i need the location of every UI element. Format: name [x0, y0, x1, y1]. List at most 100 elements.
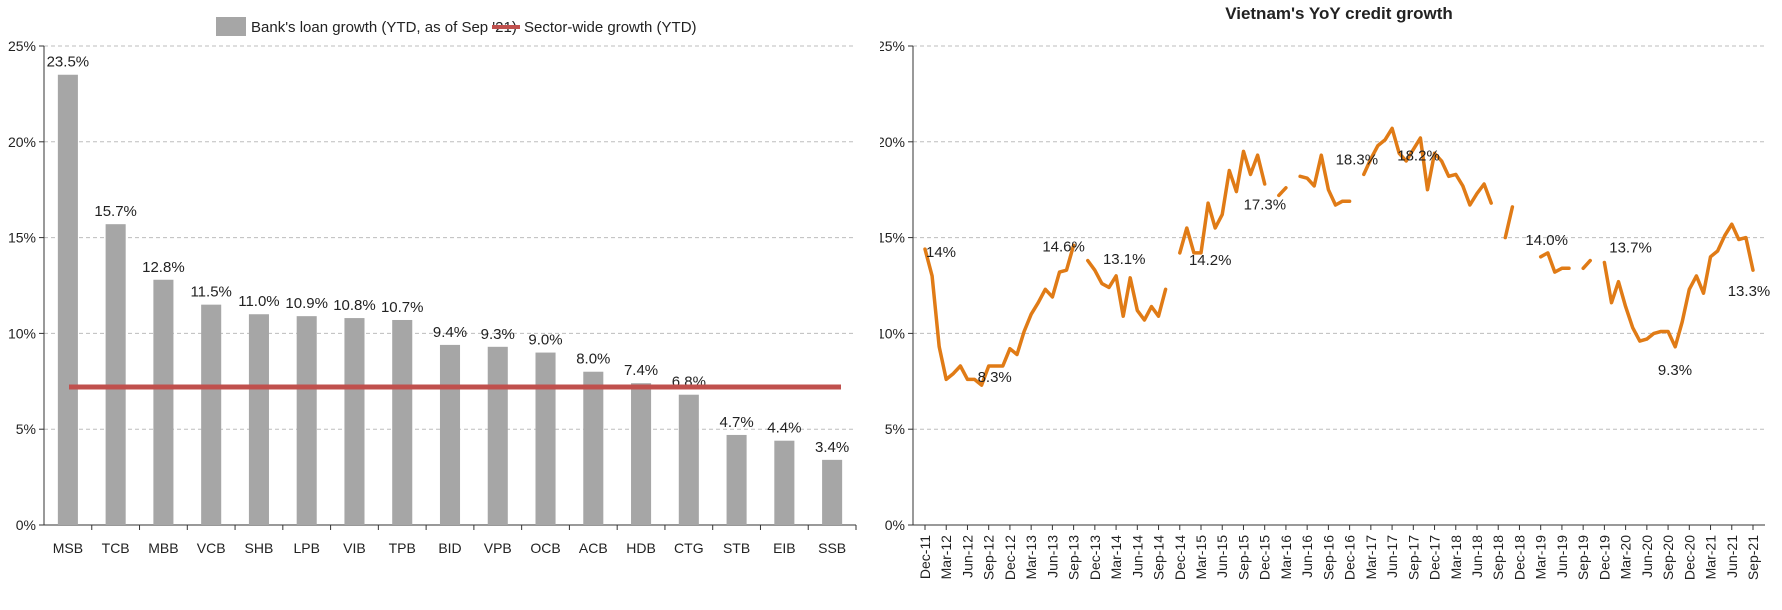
bar-data-label: 3.4%: [815, 439, 849, 456]
x-tick-label: Mar-15: [1193, 535, 1209, 580]
bar-data-label: 12.8%: [142, 259, 185, 276]
x-tick-label: Dec-14: [1172, 535, 1188, 580]
x-tick-label: Dec-20: [1681, 535, 1697, 580]
x-tick-label: ACB: [579, 540, 608, 556]
credit-growth-line-segment: [1277, 186, 1288, 198]
x-tick-label: Jun-12: [959, 535, 975, 578]
x-tick-label: Sep-13: [1066, 535, 1082, 580]
bar: [201, 304, 222, 525]
x-tick-label: BID: [438, 540, 461, 556]
credit-growth-line-segment: [1538, 251, 1571, 274]
line-data-label: 18.2%: [1397, 147, 1440, 164]
x-tick-label: Jun-13: [1044, 535, 1060, 578]
credit-growth-line-segment: [923, 243, 1076, 387]
x-tick-label: Sep-18: [1490, 535, 1506, 580]
credit-growth-line-segment: [1602, 222, 1755, 349]
bar-data-label: 15.7%: [94, 203, 137, 220]
y-tick-label: 15%: [8, 230, 36, 246]
bar-data-label: 11.0%: [238, 293, 279, 310]
x-tick-label: Jun-17: [1384, 535, 1400, 578]
y-tick-label: 10%: [880, 325, 905, 341]
x-tick-label: Sep-19: [1575, 535, 1591, 580]
credit-growth-line-segment: [1581, 258, 1592, 271]
y-tick-label: 20%: [8, 134, 36, 150]
x-tick-label: Dec-12: [1002, 535, 1018, 580]
bar: [487, 346, 508, 525]
bar-data-label: 4.4%: [767, 420, 801, 437]
bar: [439, 344, 461, 525]
line-data-label: 17.3%: [1244, 197, 1287, 214]
x-tick-label: Jun-21: [1724, 535, 1740, 578]
legend-label-bank: Bank's loan growth (YTD, as of Sep '21): [251, 19, 517, 36]
x-tick-label: LPB: [293, 540, 319, 556]
x-tick-label: Dec-18: [1511, 535, 1527, 580]
x-tick-label: Dec-16: [1342, 535, 1358, 580]
x-tick-label: Dec-13: [1087, 535, 1103, 580]
line-data-label: 13.7%: [1609, 240, 1652, 257]
x-tick-label: Jun-16: [1299, 535, 1315, 578]
line-data-label: 14%: [926, 244, 956, 261]
credit-growth-line-segment: [1178, 149, 1267, 255]
bar-data-label: 9.3%: [481, 326, 515, 343]
y-tick-label: 0%: [885, 517, 905, 533]
bar: [631, 383, 652, 525]
x-tick-label: VPB: [484, 540, 512, 556]
legend-swatch-bank: [216, 17, 246, 36]
bar: [248, 314, 269, 525]
x-tick-label: MBB: [148, 540, 178, 556]
x-tick-label: Jun-15: [1214, 535, 1230, 578]
x-tick-label: TCB: [102, 540, 130, 556]
y-tick-label: 5%: [885, 421, 905, 437]
bar: [726, 434, 747, 525]
bar: [535, 352, 556, 525]
x-tick-label: CTG: [674, 540, 704, 556]
vietnam-credit-growth-chart: Vietnam's YoY credit growth 0% 5% 10% 15% 20%…: [880, 4, 1771, 580]
x-tick-label: Mar-19: [1533, 535, 1549, 580]
x-tick-label: MSB: [53, 540, 83, 556]
x-tick-label: Sep-16: [1320, 535, 1336, 580]
bar: [774, 440, 795, 525]
bar: [822, 459, 843, 525]
x-tick-label: Sep-12: [981, 535, 997, 580]
line-data-label: 18.3%: [1336, 151, 1379, 168]
x-tick-label: Mar-12: [938, 535, 954, 580]
x-tick-label: Jun-19: [1554, 535, 1570, 578]
x-tick-label: Dec-15: [1257, 535, 1273, 580]
x-tick-label: TPB: [389, 540, 416, 556]
y-tick-label: 25%: [880, 38, 905, 54]
bar-data-label: 9.0%: [528, 332, 562, 349]
x-tick-label: Mar-13: [1023, 535, 1039, 580]
legend-label-sector: Sector-wide growth (YTD): [524, 19, 697, 36]
line-data-label: 14.6%: [1042, 238, 1085, 255]
bank-loan-growth-chart: 0% 5% 10% 15% 20% 25% 23.5% MSB 15.7% TCB 12.8% MBB…: [8, 17, 857, 556]
y-tick-label: 15%: [880, 230, 905, 246]
x-tick-label: Mar-21: [1703, 535, 1719, 580]
bar-data-label: 11.5%: [190, 284, 231, 301]
y-tick-label: 5%: [16, 421, 36, 437]
x-tick-label: Mar-18: [1448, 535, 1464, 580]
x-tick-label: Sep-15: [1235, 535, 1251, 580]
bar-data-label: 9.4%: [433, 324, 467, 341]
bar-data-label: 10.7%: [381, 299, 424, 316]
x-tick-label: Mar-17: [1363, 535, 1379, 580]
y-tick-label: 10%: [8, 325, 36, 341]
line-data-label: 14.0%: [1525, 232, 1568, 249]
bar: [296, 316, 317, 525]
x-tick-label: HDB: [626, 540, 656, 556]
x-tick-label: VCB: [197, 540, 226, 556]
chart-title: Vietnam's YoY credit growth: [1225, 4, 1453, 23]
x-tick-label: Dec-17: [1427, 535, 1443, 580]
bar-data-label: 10.8%: [333, 297, 376, 314]
x-tick-label: Jun-18: [1469, 535, 1485, 578]
credit-growth-line-segment: [1503, 205, 1515, 240]
x-tick-label: Mar-16: [1278, 535, 1294, 580]
x-tick-label: SHB: [245, 540, 274, 556]
line-data-label: 13.3%: [1728, 283, 1771, 300]
y-tick-label: 25%: [8, 38, 36, 54]
bar: [344, 318, 365, 525]
x-tick-label: EIB: [773, 540, 796, 556]
x-tick-label: Mar-14: [1108, 535, 1124, 580]
x-tick-label: Jun-20: [1639, 535, 1655, 578]
bar-data-label: 10.9%: [285, 295, 328, 312]
x-tick-label: Mar-20: [1618, 535, 1634, 580]
